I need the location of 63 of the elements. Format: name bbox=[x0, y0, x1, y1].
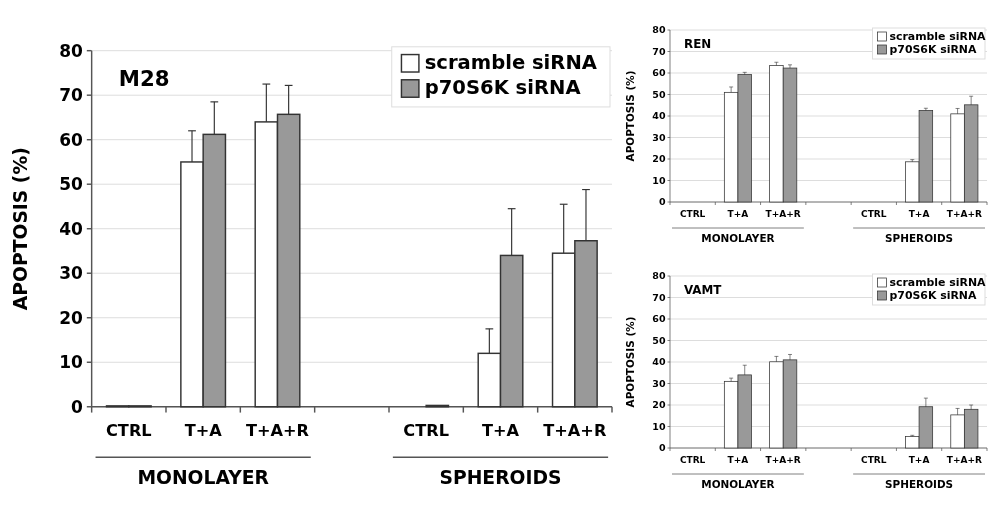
x-tick-label: T+A bbox=[727, 209, 749, 219]
legend-label: p70S6K siRNA bbox=[424, 76, 582, 100]
y-tick-label: 20 bbox=[59, 307, 84, 328]
y-tick-label: 60 bbox=[652, 67, 666, 79]
y-tick-label: 80 bbox=[652, 270, 666, 282]
y-tick-label: 0 bbox=[71, 396, 84, 417]
y-tick-label: 80 bbox=[59, 40, 84, 61]
y-axis-title: APOPTOSIS (%) bbox=[10, 147, 32, 311]
x-tick-label: T+A+R bbox=[245, 420, 310, 440]
y-tick-label: 10 bbox=[652, 420, 666, 432]
y-tick-label: 20 bbox=[652, 153, 666, 165]
y-tick-label: 50 bbox=[59, 174, 84, 195]
x-tick-label: T+A+R bbox=[946, 209, 982, 219]
y-tick-label: 0 bbox=[658, 442, 666, 454]
text: SPHEROIDS bbox=[885, 232, 954, 244]
x-tick-label: T+A+R bbox=[765, 209, 801, 219]
x-tick-label: T+A bbox=[908, 455, 930, 465]
y-axis-title: APOPTOSIS (%) bbox=[624, 316, 636, 408]
y-tick-label: 60 bbox=[652, 313, 666, 325]
x-tick-label: CTRL bbox=[679, 455, 706, 465]
legend-label: scramble siRNA bbox=[889, 275, 987, 289]
y-tick-label: 40 bbox=[652, 356, 666, 368]
x-tick-label: CTRL bbox=[403, 420, 449, 440]
text: SPHEROIDS bbox=[439, 467, 562, 489]
x-tick-label: T+A bbox=[184, 420, 223, 440]
x-tick-label: CTRL bbox=[106, 420, 152, 440]
y-tick-label: 70 bbox=[652, 291, 666, 303]
text: M28 bbox=[118, 65, 170, 91]
y-tick-label: 80 bbox=[652, 24, 666, 36]
y-tick-label: 50 bbox=[652, 88, 666, 100]
x-tick-label: T+A bbox=[727, 455, 749, 465]
y-tick-label: 30 bbox=[652, 377, 666, 389]
y-tick-label: 50 bbox=[652, 334, 666, 346]
x-tick-label: T+A bbox=[481, 420, 520, 440]
text: SPHEROIDS bbox=[885, 478, 954, 490]
y-tick-label: 30 bbox=[59, 263, 84, 284]
text: VAMT bbox=[684, 283, 723, 297]
y-axis-title: APOPTOSIS (%) bbox=[624, 70, 636, 162]
y-tick-label: 10 bbox=[59, 352, 84, 373]
x-tick-label: CTRL bbox=[861, 209, 887, 219]
legend-label: p70S6K siRNA bbox=[889, 42, 977, 56]
y-tick-label: 70 bbox=[652, 45, 666, 57]
legend-label: scramble siRNA bbox=[889, 29, 987, 43]
y-tick-label: 0 bbox=[658, 196, 666, 208]
y-tick-label: 10 bbox=[652, 174, 666, 186]
legend-label: scramble siRNA bbox=[424, 51, 598, 75]
x-tick-label: CTRL bbox=[861, 455, 887, 465]
text: MONOLAYER bbox=[137, 467, 270, 489]
text: MONOLAYER bbox=[701, 232, 775, 244]
x-tick-label: CTRL bbox=[679, 209, 706, 219]
y-tick-label: 20 bbox=[652, 399, 666, 411]
x-tick-label: T+A+R bbox=[765, 455, 801, 465]
y-tick-label: 60 bbox=[59, 129, 84, 150]
text: REN bbox=[684, 37, 712, 51]
x-tick-label: T+A bbox=[908, 209, 930, 219]
x-tick-label: T+A+R bbox=[946, 455, 982, 465]
y-tick-label: 70 bbox=[59, 85, 84, 106]
x-tick-label: T+A+R bbox=[543, 420, 607, 440]
y-tick-label: 40 bbox=[59, 218, 84, 239]
y-tick-label: 40 bbox=[652, 110, 666, 122]
y-tick-label: 30 bbox=[652, 131, 666, 143]
legend-label: p70S6K siRNA bbox=[889, 288, 977, 302]
text: MONOLAYER bbox=[701, 478, 775, 490]
